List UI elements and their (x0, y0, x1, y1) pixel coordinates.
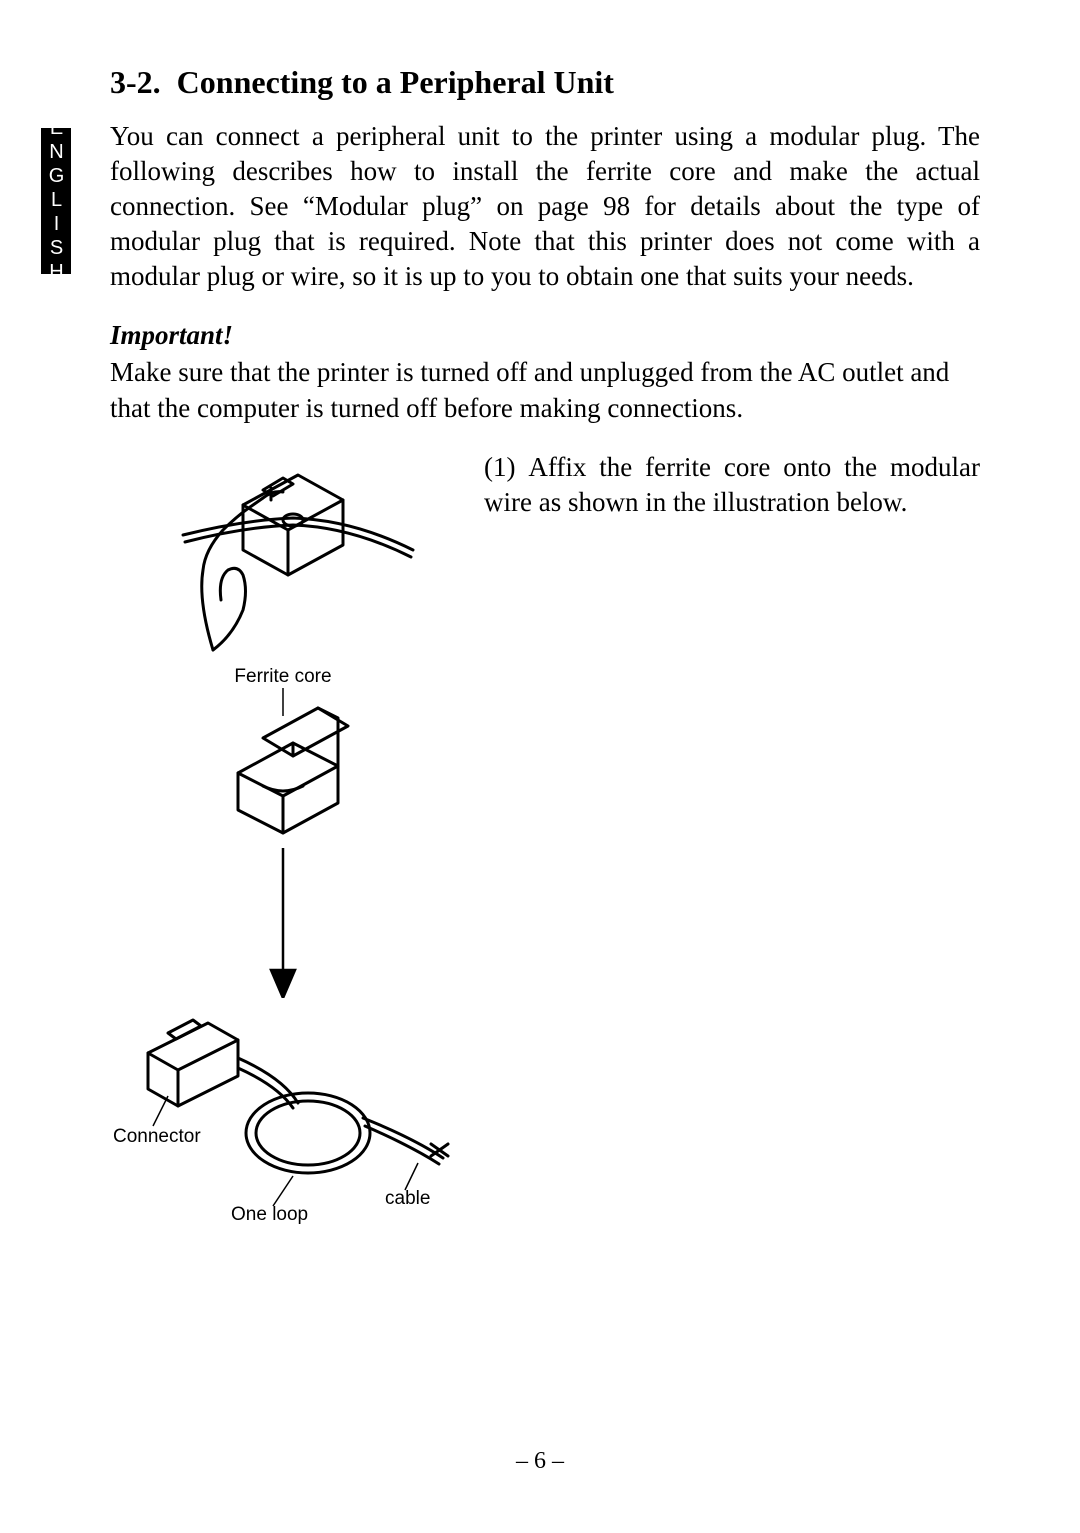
ferrite-hand-illustration (143, 450, 423, 660)
ferrite-core-illustration (183, 688, 383, 848)
connector-label: Connector (113, 1126, 201, 1148)
down-arrow-icon (263, 848, 303, 998)
manual-page: ENGLISH 3-2. Connecting to a Peripheral … (0, 0, 1080, 1533)
cable-label: cable (385, 1188, 430, 1210)
page-number: – 6 – (0, 1448, 1080, 1475)
section-heading: 3-2. Connecting to a Peripheral Unit (110, 64, 980, 101)
intro-paragraph: You can connect a peripheral unit to the… (110, 119, 980, 294)
ferrite-core-label: Ferrite core (234, 666, 331, 688)
figure-and-step-row: Ferrite core (110, 450, 980, 1228)
section-title-text: Connecting to a Peripheral Unit (177, 64, 614, 100)
figure-column: Ferrite core (110, 450, 450, 1228)
section-number: 3-2. (110, 64, 161, 100)
step-text: (1) Affix the ferrite core onto the modu… (484, 450, 980, 520)
one-loop-label: One loop (231, 1204, 308, 1226)
important-text: Make sure that the printer is turned off… (110, 355, 980, 425)
important-label: Important! (110, 320, 980, 351)
language-tab: ENGLISH (41, 128, 71, 274)
